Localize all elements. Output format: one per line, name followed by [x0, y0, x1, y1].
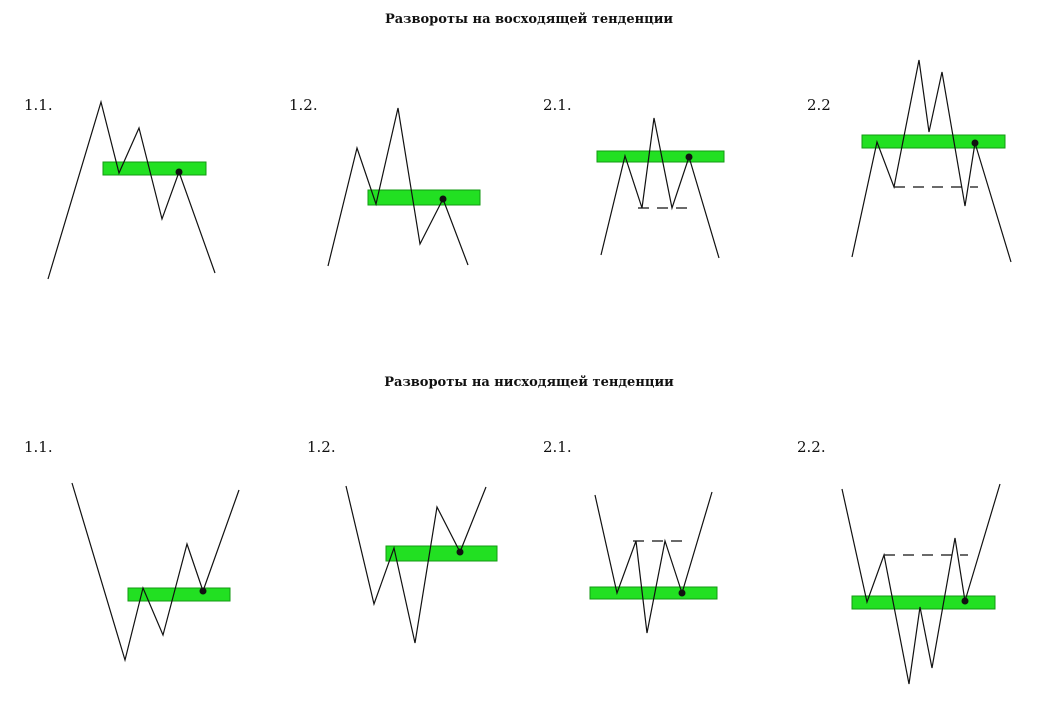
breakout-point — [685, 153, 693, 161]
label-down-1-2: 1.2. — [307, 438, 336, 456]
pattern-up-2-1 — [596, 117, 725, 259]
breakout-point — [961, 597, 969, 605]
price-line — [594, 491, 713, 634]
price-line — [327, 107, 469, 267]
breakout-point — [456, 548, 464, 556]
label-down-2-2: 2.2. — [797, 438, 826, 456]
level-zone — [861, 134, 1006, 149]
label-up-2-1: 2.1. — [543, 96, 572, 114]
level-zone — [385, 545, 498, 562]
breakout-point — [175, 168, 183, 176]
pattern-up-1-1 — [47, 99, 216, 280]
price-line — [71, 482, 240, 663]
price-line — [851, 59, 1012, 263]
level-zone — [851, 595, 996, 610]
price-line — [345, 485, 487, 644]
breakout-point — [199, 587, 207, 595]
label-down-1-1: 1.1. — [24, 438, 53, 456]
label-up-2-2: 2.2 — [807, 96, 831, 114]
price-line — [47, 99, 216, 280]
title-uptrend-reversals: Развороты на восходящей тенденции — [384, 12, 674, 27]
breakout-point — [678, 589, 686, 597]
label-up-1-1: 1.1. — [24, 96, 53, 114]
label-up-1-2: 1.2. — [289, 96, 318, 114]
pattern-up-2-2 — [851, 59, 1012, 263]
pattern-up-1-2 — [327, 107, 481, 267]
pattern-down-2-2 — [841, 483, 1001, 685]
breakout-point — [971, 139, 979, 147]
breakout-point — [439, 195, 447, 203]
label-down-2-1: 2.1. — [543, 438, 572, 456]
level-zone — [367, 189, 481, 206]
title-downtrend-reversals: Развороты на нисходящей тенденции — [384, 375, 674, 390]
pattern-down-2-1 — [589, 491, 718, 634]
pattern-down-1-1 — [71, 482, 240, 663]
pattern-down-1-2 — [345, 485, 498, 644]
price-line — [841, 483, 1001, 685]
price-line — [600, 117, 720, 259]
